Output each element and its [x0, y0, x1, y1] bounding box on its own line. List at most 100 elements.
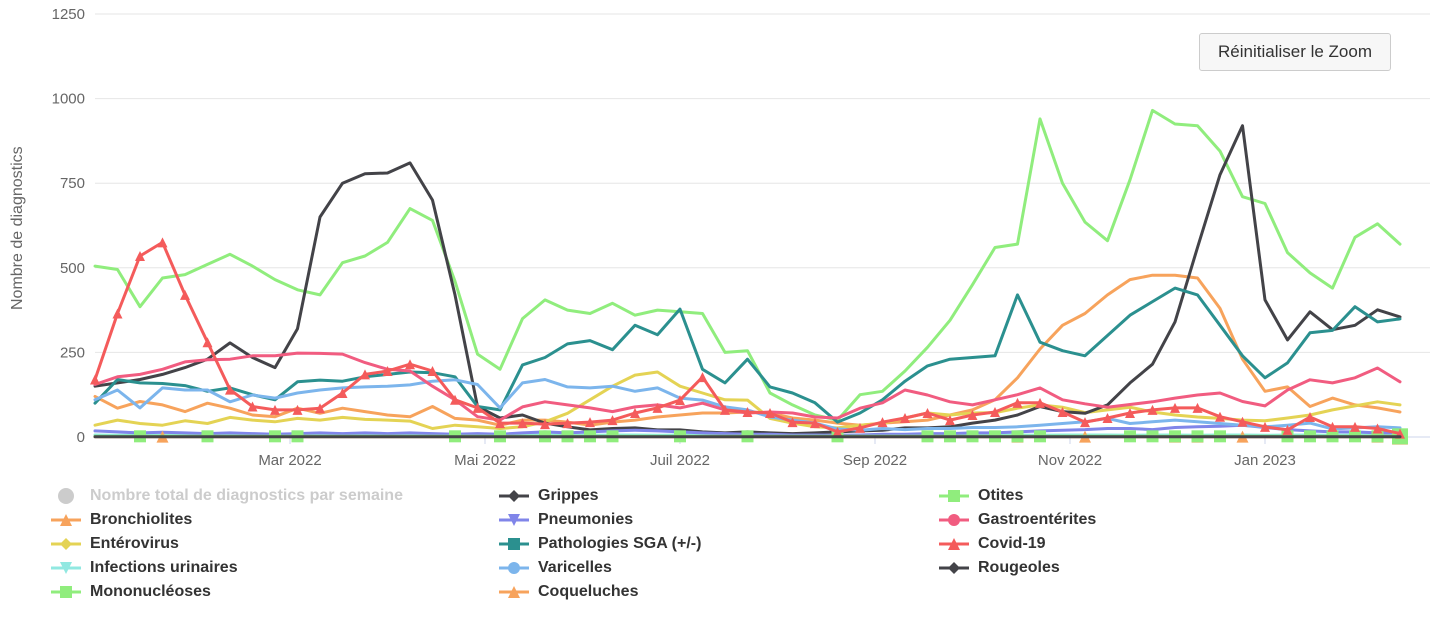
legend-marker-triangle-down-icon [51, 562, 81, 574]
x-tick-label: Nov 2022 [1038, 452, 1102, 469]
legend-label: Covid-19 [978, 535, 1046, 552]
point-marker [1282, 424, 1293, 435]
point-marker [675, 395, 685, 406]
series-Covid-19[interactable] [90, 237, 1405, 439]
series-lines [90, 108, 1408, 445]
series-Mononucléoses[interactable] [93, 108, 1402, 422]
legend-item-Coqueluches[interactable]: Coqueluches [498, 581, 638, 603]
legend-item-Mononucléoses[interactable]: Mononucléoses [50, 581, 211, 603]
legend-item-Bronchiolites[interactable]: Bronchiolites [50, 509, 192, 531]
point-marker [450, 394, 460, 405]
y-tick-label: 750 [60, 175, 85, 192]
point-marker [948, 514, 960, 526]
point-marker [948, 538, 960, 550]
point-marker [508, 586, 520, 598]
legend-marker-square-icon [51, 586, 81, 598]
legend-item-Entérovirus[interactable]: Entérovirus [50, 533, 179, 555]
point-marker [1327, 421, 1338, 432]
point-marker [945, 415, 955, 426]
legend-label: Otites [978, 487, 1024, 504]
point-marker [540, 419, 550, 430]
legend-marker-diamond-icon [939, 562, 969, 574]
point-marker [508, 538, 520, 550]
legend-label: Pneumonies [538, 511, 634, 528]
point-marker [1170, 402, 1180, 413]
grid-lines [95, 13, 1430, 438]
legend-label: Infections urinaires [90, 559, 238, 576]
point-marker [855, 422, 865, 433]
legend-label: Coqueluches [538, 583, 639, 600]
point-marker [1350, 421, 1360, 432]
point-marker [720, 404, 730, 415]
point-marker [1012, 397, 1023, 408]
point-marker [225, 384, 235, 395]
reset-zoom-button[interactable]: Réinitialiser le Zoom [1199, 33, 1391, 71]
x-tick-label: Sep 2022 [843, 452, 907, 469]
point-marker [517, 418, 528, 429]
point-marker [60, 586, 72, 598]
x-tick-label: Mai 2022 [454, 452, 516, 469]
point-marker [652, 402, 663, 413]
legend-item-Nombre total de diagnostics par semaine[interactable]: Nombre total de diagnostics par semaine [50, 485, 403, 507]
legend-marker-circle-icon [499, 562, 529, 574]
legend-item-Grippes[interactable]: Grippes [498, 485, 598, 507]
series-line[interactable] [93, 108, 1402, 422]
point-marker [135, 250, 145, 261]
legend-item-Infections urinaires[interactable]: Infections urinaires [50, 557, 238, 579]
series-Pathologies SGA (+/-)[interactable] [93, 286, 1402, 424]
point-marker [697, 372, 708, 383]
plot-area: 0 250 500 750 1000 1250 Mar 2022 Mai 2022 Juil 2… [9, 6, 1430, 469]
legend-item-Pneumonies[interactable]: Pneumonies [498, 509, 633, 531]
point-marker [990, 406, 1000, 417]
series-line[interactable] [93, 370, 1402, 430]
legend-item-Gastroentérites[interactable]: Gastroentérites [938, 509, 1096, 531]
point-marker [472, 402, 483, 413]
point-marker [315, 403, 325, 414]
point-marker [292, 404, 303, 415]
legend-marker-triangle-icon [939, 538, 969, 550]
point-marker [1035, 397, 1045, 408]
legend-item-Otites[interactable]: Otites [938, 485, 1023, 507]
point-marker [382, 366, 393, 377]
legend-item-Varicelles[interactable]: Varicelles [498, 557, 612, 579]
legend-label: Entérovirus [90, 535, 179, 552]
legend-item-Pathologies SGA (+/-)[interactable]: Pathologies SGA (+/-) [498, 533, 701, 555]
legend-marker-triangle-icon [51, 514, 81, 526]
point-marker [1192, 402, 1203, 413]
point-marker [967, 410, 978, 421]
legend-marker-square-icon [939, 490, 969, 502]
legend-marker-square-icon [499, 538, 529, 550]
point-marker [202, 337, 213, 348]
x-tick-label: Jan 2023 [1234, 452, 1296, 469]
point-marker [112, 308, 123, 319]
x-tick-label: Mar 2022 [258, 452, 321, 469]
series-Entérovirus[interactable] [93, 370, 1402, 430]
legend-item-Covid-19[interactable]: Covid-19 [938, 533, 1046, 555]
point-marker [58, 488, 74, 504]
series-line[interactable] [93, 286, 1402, 424]
legend-item-Rougeoles[interactable]: Rougeoles [938, 557, 1060, 579]
point-marker [1080, 417, 1090, 428]
legend-label: Gastroentérites [978, 511, 1097, 528]
point-marker [742, 406, 753, 417]
legend-label: Bronchiolites [90, 511, 193, 528]
x-tick-label: Juil 2022 [650, 452, 710, 469]
point-marker [270, 404, 280, 415]
point-marker [1260, 421, 1270, 432]
legend-label: Rougeoles [978, 559, 1060, 576]
point-marker [60, 538, 72, 550]
legend-label: Nombre total de diagnostics par semaine [90, 487, 403, 504]
point-marker [60, 514, 72, 526]
point-marker [180, 289, 190, 300]
point-marker [1125, 407, 1135, 418]
legend-marker-triangle-icon [499, 586, 529, 598]
point-marker [1372, 423, 1383, 434]
point-marker [877, 417, 888, 428]
point-marker [900, 413, 910, 424]
y-tick-label: 1250 [52, 6, 85, 23]
y-axis-title: Nombre de diagnostics [9, 146, 26, 310]
point-marker [948, 562, 960, 574]
y-tick-label: 0 [77, 429, 85, 446]
axes: 0 250 500 750 1000 1250 Mar 2022 Mai 2022 Juil 2… [52, 6, 1430, 469]
point-marker [247, 401, 258, 412]
